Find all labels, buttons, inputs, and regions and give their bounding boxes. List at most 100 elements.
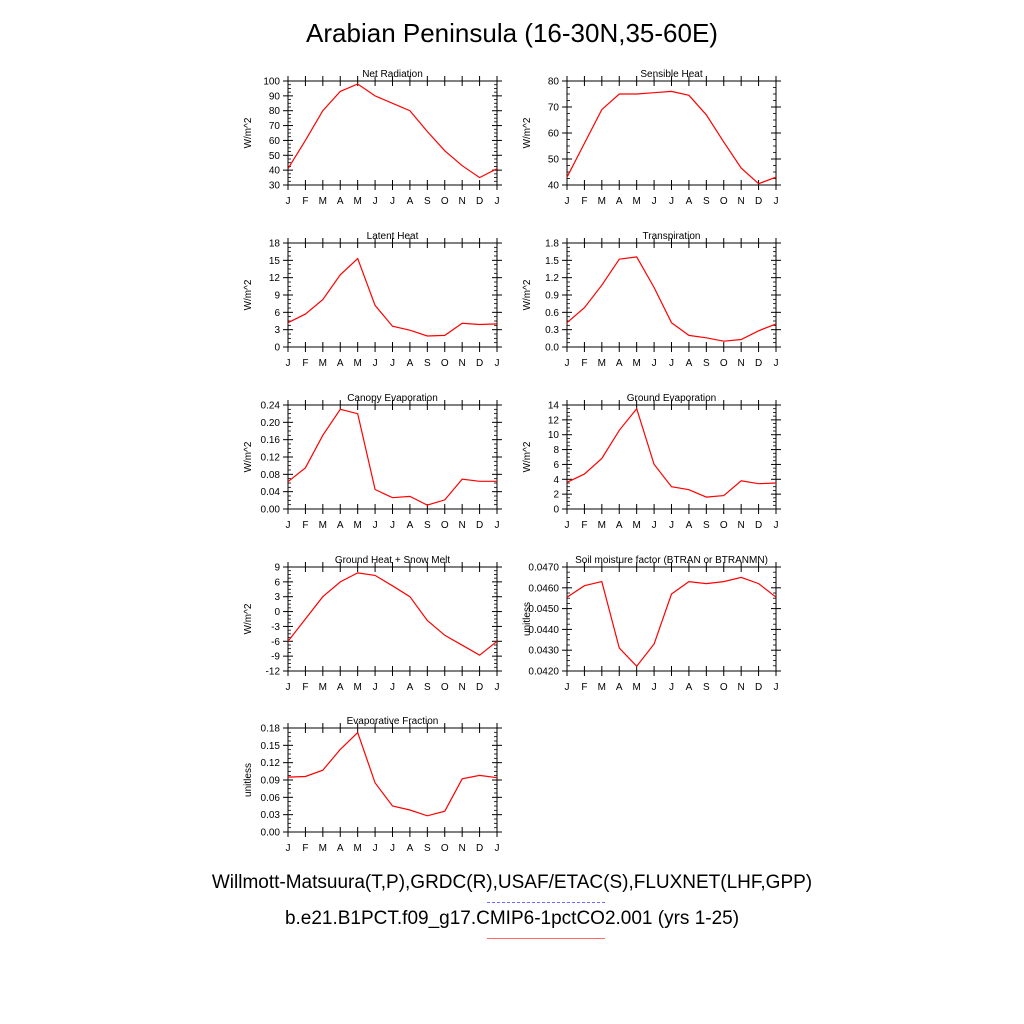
x-tick-label: M	[319, 520, 327, 531]
x-tick-label: J	[373, 196, 378, 207]
y-tick-label: 60	[548, 129, 560, 140]
y-tick-label: 0.0	[545, 343, 559, 354]
panel-title: Latent Heat	[367, 231, 419, 242]
y-tick-label: 6	[274, 577, 280, 588]
x-tick-label: O	[441, 520, 449, 531]
x-tick-label: J	[565, 196, 570, 207]
y-tick-label: 50	[548, 155, 560, 166]
series-line	[287, 572, 498, 656]
x-tick-label: M	[353, 520, 361, 531]
x-tick-label: D	[476, 196, 483, 207]
x-tick-label: O	[720, 520, 728, 531]
y-tick-label: 0.09	[261, 776, 281, 787]
x-tick-label: A	[337, 196, 344, 207]
y-axis-label: W/m^2	[243, 117, 254, 148]
y-tick-label: 40	[269, 166, 281, 177]
x-tick-label: J	[390, 520, 395, 531]
y-tick-label: 4	[553, 475, 559, 486]
panel-title: Net Radiation	[362, 69, 423, 80]
x-tick-label: M	[319, 196, 327, 207]
x-tick-label: O	[720, 682, 728, 693]
y-tick-label: 2	[553, 490, 559, 501]
x-tick-label: D	[476, 358, 483, 369]
y-tick-label: 15	[269, 256, 281, 267]
y-tick-label: 0.9	[545, 291, 559, 302]
x-tick-label: M	[598, 520, 606, 531]
plot-frame	[287, 242, 498, 348]
y-tick-label: 3	[274, 325, 280, 336]
x-tick-label: A	[337, 843, 344, 854]
y-axis-label: unitless	[522, 602, 533, 636]
x-tick-label: O	[441, 358, 449, 369]
y-tick-label: 60	[269, 136, 281, 147]
x-tick-label: S	[424, 358, 431, 369]
x-tick-label: A	[407, 682, 414, 693]
y-tick-label: 12	[548, 415, 560, 426]
x-tick-label: A	[616, 520, 623, 531]
y-tick-label: 1.8	[545, 239, 559, 250]
plot-frame	[566, 404, 777, 510]
y-axis-label: W/m^2	[522, 117, 533, 148]
x-tick-label: A	[407, 520, 414, 531]
x-tick-label: O	[441, 843, 449, 854]
x-tick-label: F	[302, 196, 308, 207]
x-tick-label: J	[774, 358, 779, 369]
x-tick-label: D	[476, 843, 483, 854]
x-tick-label: A	[686, 358, 693, 369]
y-axis-label: unitless	[243, 763, 254, 797]
x-tick-label: J	[373, 358, 378, 369]
x-tick-label: J	[495, 843, 500, 854]
x-tick-label: F	[302, 843, 308, 854]
x-tick-label: D	[476, 682, 483, 693]
y-tick-label: 0.6	[545, 308, 559, 319]
x-tick-label: N	[738, 520, 745, 531]
x-tick-label: A	[686, 520, 693, 531]
x-tick-label: J	[669, 520, 674, 531]
y-tick-label: -9	[271, 652, 280, 663]
x-tick-label: J	[286, 843, 291, 854]
y-tick-label: 80	[548, 77, 560, 88]
y-tick-label: 8	[553, 445, 559, 456]
case-legend-line	[487, 938, 605, 939]
y-tick-label: 9	[274, 563, 280, 574]
x-tick-label: S	[703, 520, 710, 531]
y-tick-label: 40	[548, 181, 560, 192]
x-tick-label: J	[286, 520, 291, 531]
x-tick-label: J	[669, 358, 674, 369]
x-tick-label: M	[632, 196, 640, 207]
x-tick-label: M	[598, 682, 606, 693]
x-tick-label: J	[652, 358, 657, 369]
x-tick-label: N	[738, 196, 745, 207]
x-tick-label: M	[353, 682, 361, 693]
y-tick-label: 14	[548, 401, 560, 412]
y-tick-label: 9	[274, 291, 280, 302]
x-tick-label: J	[565, 682, 570, 693]
x-tick-label: F	[581, 682, 587, 693]
y-axis-label: W/m^2	[522, 279, 533, 310]
chart-panel: Evaporative Fraction unitless 0.00 0.03 0.06…	[243, 716, 502, 854]
y-tick-label: 100	[263, 77, 280, 88]
panel-title: Ground Evaporation	[627, 393, 717, 404]
x-tick-label: S	[424, 843, 431, 854]
y-tick-label: -12	[266, 667, 281, 678]
y-tick-label: -6	[271, 637, 280, 648]
x-tick-label: J	[669, 682, 674, 693]
y-tick-label: 90	[269, 91, 281, 102]
x-tick-label: J	[774, 520, 779, 531]
series-line	[566, 90, 777, 185]
plot-frame	[287, 80, 498, 186]
panel-title: Soil moisture factor (BTRAN or BTRANMN)	[575, 555, 768, 566]
x-tick-label: M	[598, 358, 606, 369]
y-tick-label: 3	[274, 592, 280, 603]
x-tick-label: J	[373, 520, 378, 531]
x-tick-label: J	[390, 196, 395, 207]
x-tick-label: M	[319, 843, 327, 854]
x-tick-label: S	[703, 682, 710, 693]
x-tick-label: S	[703, 358, 710, 369]
chart-panel: Soil moisture factor (BTRAN or BTRANMN) u…	[522, 555, 781, 693]
x-tick-label: M	[319, 682, 327, 693]
y-tick-label: 0.3	[545, 325, 559, 336]
x-tick-label: S	[424, 520, 431, 531]
